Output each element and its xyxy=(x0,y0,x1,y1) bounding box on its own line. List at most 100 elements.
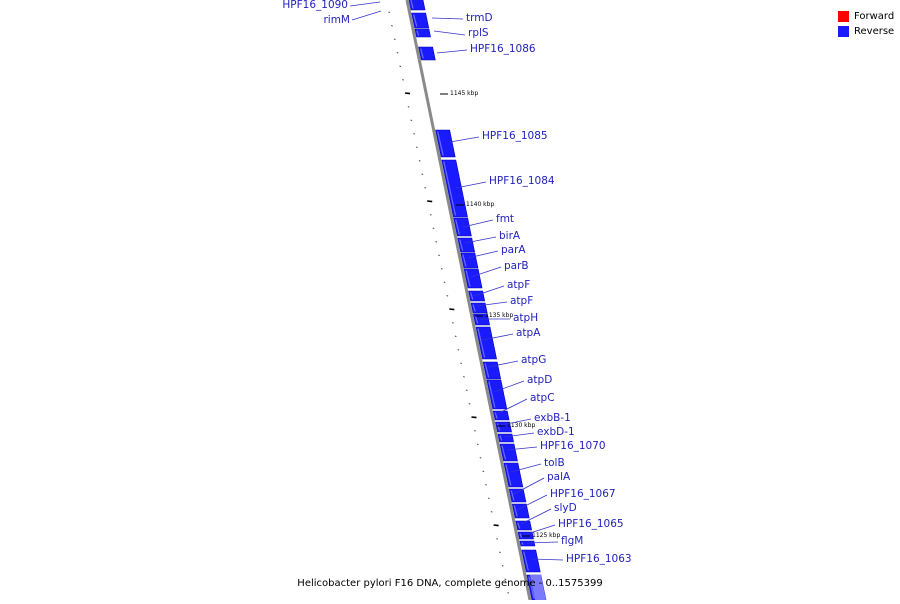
gene-label[interactable]: atpA xyxy=(516,327,541,339)
gene-label[interactable]: parA xyxy=(501,244,526,256)
gene-label[interactable]: slyD xyxy=(554,502,577,514)
gene-label[interactable]: exbB-1 xyxy=(534,412,571,424)
gene-label[interactable]: atpC xyxy=(530,392,555,404)
gene-label[interactable]: atpD xyxy=(527,374,552,386)
gene-block-highlight xyxy=(494,412,498,419)
leader-line xyxy=(482,333,514,341)
gene-block[interactable] xyxy=(441,159,468,218)
gene-block-highlight xyxy=(477,328,486,358)
leader-line xyxy=(523,524,556,536)
leader-line xyxy=(513,477,545,495)
gene-block-highlight xyxy=(528,576,535,599)
tick-mark xyxy=(471,416,477,419)
gene-label[interactable]: HPF16_1070 xyxy=(540,440,606,452)
leader-line xyxy=(500,418,532,426)
tick-mark xyxy=(454,335,457,338)
gene-label[interactable]: rplS xyxy=(468,27,489,39)
gene-label[interactable]: HPF16_1065 xyxy=(558,518,624,530)
gene-block-highlight xyxy=(513,505,518,517)
tick-mark xyxy=(427,200,433,203)
leader-line xyxy=(520,508,552,525)
leader-line xyxy=(464,236,497,244)
leader-line xyxy=(516,494,548,511)
tick-mark xyxy=(435,241,438,243)
gene-label[interactable]: HPF16_1067 xyxy=(550,488,616,500)
gene-label[interactable]: flgM xyxy=(561,535,583,547)
gene-block[interactable] xyxy=(475,326,497,360)
gene-block-highlight xyxy=(523,551,529,571)
gene-block-highlight xyxy=(484,363,490,378)
tick-mark xyxy=(393,38,396,41)
legend-label-reverse: Reverse xyxy=(854,26,895,37)
tick-mark xyxy=(468,403,471,405)
tick-mark xyxy=(485,484,488,486)
tick-mark xyxy=(462,376,465,378)
legend-item-reverse: Reverse xyxy=(838,24,894,39)
gene-label[interactable]: parB xyxy=(504,260,529,272)
gene-label[interactable]: rimM xyxy=(323,14,350,26)
tick-mark xyxy=(490,511,493,513)
gene-label[interactable]: atpG xyxy=(521,354,546,366)
scale-label: 1125 kbp xyxy=(532,532,560,539)
tick-mark xyxy=(432,227,435,230)
gene-label[interactable]: atpH xyxy=(513,312,538,324)
legend: Forward Reverse xyxy=(838,9,894,39)
tick-mark xyxy=(391,25,393,27)
gene-block[interactable] xyxy=(463,268,483,289)
tick-mark xyxy=(418,160,421,162)
tick-mark xyxy=(496,538,499,540)
leader-line xyxy=(436,49,468,54)
gene-block-highlight xyxy=(519,533,523,538)
tick-mark xyxy=(501,565,504,567)
leader-line xyxy=(510,463,542,473)
leader-line xyxy=(503,432,535,438)
gene-block-highlight xyxy=(420,48,424,59)
gene-block-highlight xyxy=(470,292,474,300)
leader-line xyxy=(531,558,564,561)
gene-label[interactable]: trmD xyxy=(466,12,493,24)
gene-block-highlight xyxy=(474,315,479,324)
gene-block-highlight xyxy=(410,0,414,9)
gene-label[interactable]: HPF16_1086 xyxy=(470,43,536,55)
tick-mark xyxy=(507,592,510,594)
gene-block-highlight xyxy=(416,30,420,36)
gene-block-highlight xyxy=(443,161,457,216)
leader-line xyxy=(493,380,525,393)
tick-mark xyxy=(424,187,427,189)
gene-block[interactable] xyxy=(519,540,536,547)
gene-label[interactable]: HPF16_1063 xyxy=(566,553,632,565)
tick-mark xyxy=(396,52,399,54)
tick-marks xyxy=(388,11,510,594)
tick-mark xyxy=(438,254,440,257)
tick-mark xyxy=(443,281,446,284)
leader-line xyxy=(476,301,508,307)
gene-block-highlight xyxy=(496,423,501,431)
gene-label[interactable]: tolB xyxy=(544,457,565,469)
gene-label[interactable]: HPF16_1084 xyxy=(489,175,555,187)
gene-block-highlight xyxy=(510,490,515,501)
gene-label[interactable]: atpF xyxy=(507,279,530,291)
gene-label[interactable]: birA xyxy=(499,230,521,242)
leader-line xyxy=(470,266,502,278)
legend-item-forward: Forward xyxy=(838,9,894,24)
gene-label[interactable]: exbD-1 xyxy=(537,426,575,438)
gene-block[interactable] xyxy=(521,549,541,573)
gene-label[interactable]: fmt xyxy=(496,213,514,225)
gene-block-highlight xyxy=(437,131,444,156)
gene-label[interactable]: palA xyxy=(547,471,571,483)
gene-block[interactable] xyxy=(408,0,426,11)
gene-block-partial xyxy=(529,575,546,600)
gene-label[interactable]: HPF16_1090 xyxy=(282,0,348,11)
tick-mark xyxy=(410,119,413,122)
gene-label[interactable]: atpF xyxy=(510,295,533,307)
gene-block[interactable] xyxy=(435,129,456,158)
scale-label: 1140 kbp xyxy=(466,201,494,208)
gene-label[interactable]: HPF16_1085 xyxy=(482,130,548,142)
genome-axis xyxy=(405,0,532,601)
gene-block[interactable] xyxy=(503,462,524,488)
tick-mark xyxy=(504,578,507,581)
gene-block-highlight xyxy=(505,464,512,486)
leader-line xyxy=(351,10,382,21)
scale-label: 1135 kbp xyxy=(485,312,513,319)
tick-mark xyxy=(421,173,424,176)
